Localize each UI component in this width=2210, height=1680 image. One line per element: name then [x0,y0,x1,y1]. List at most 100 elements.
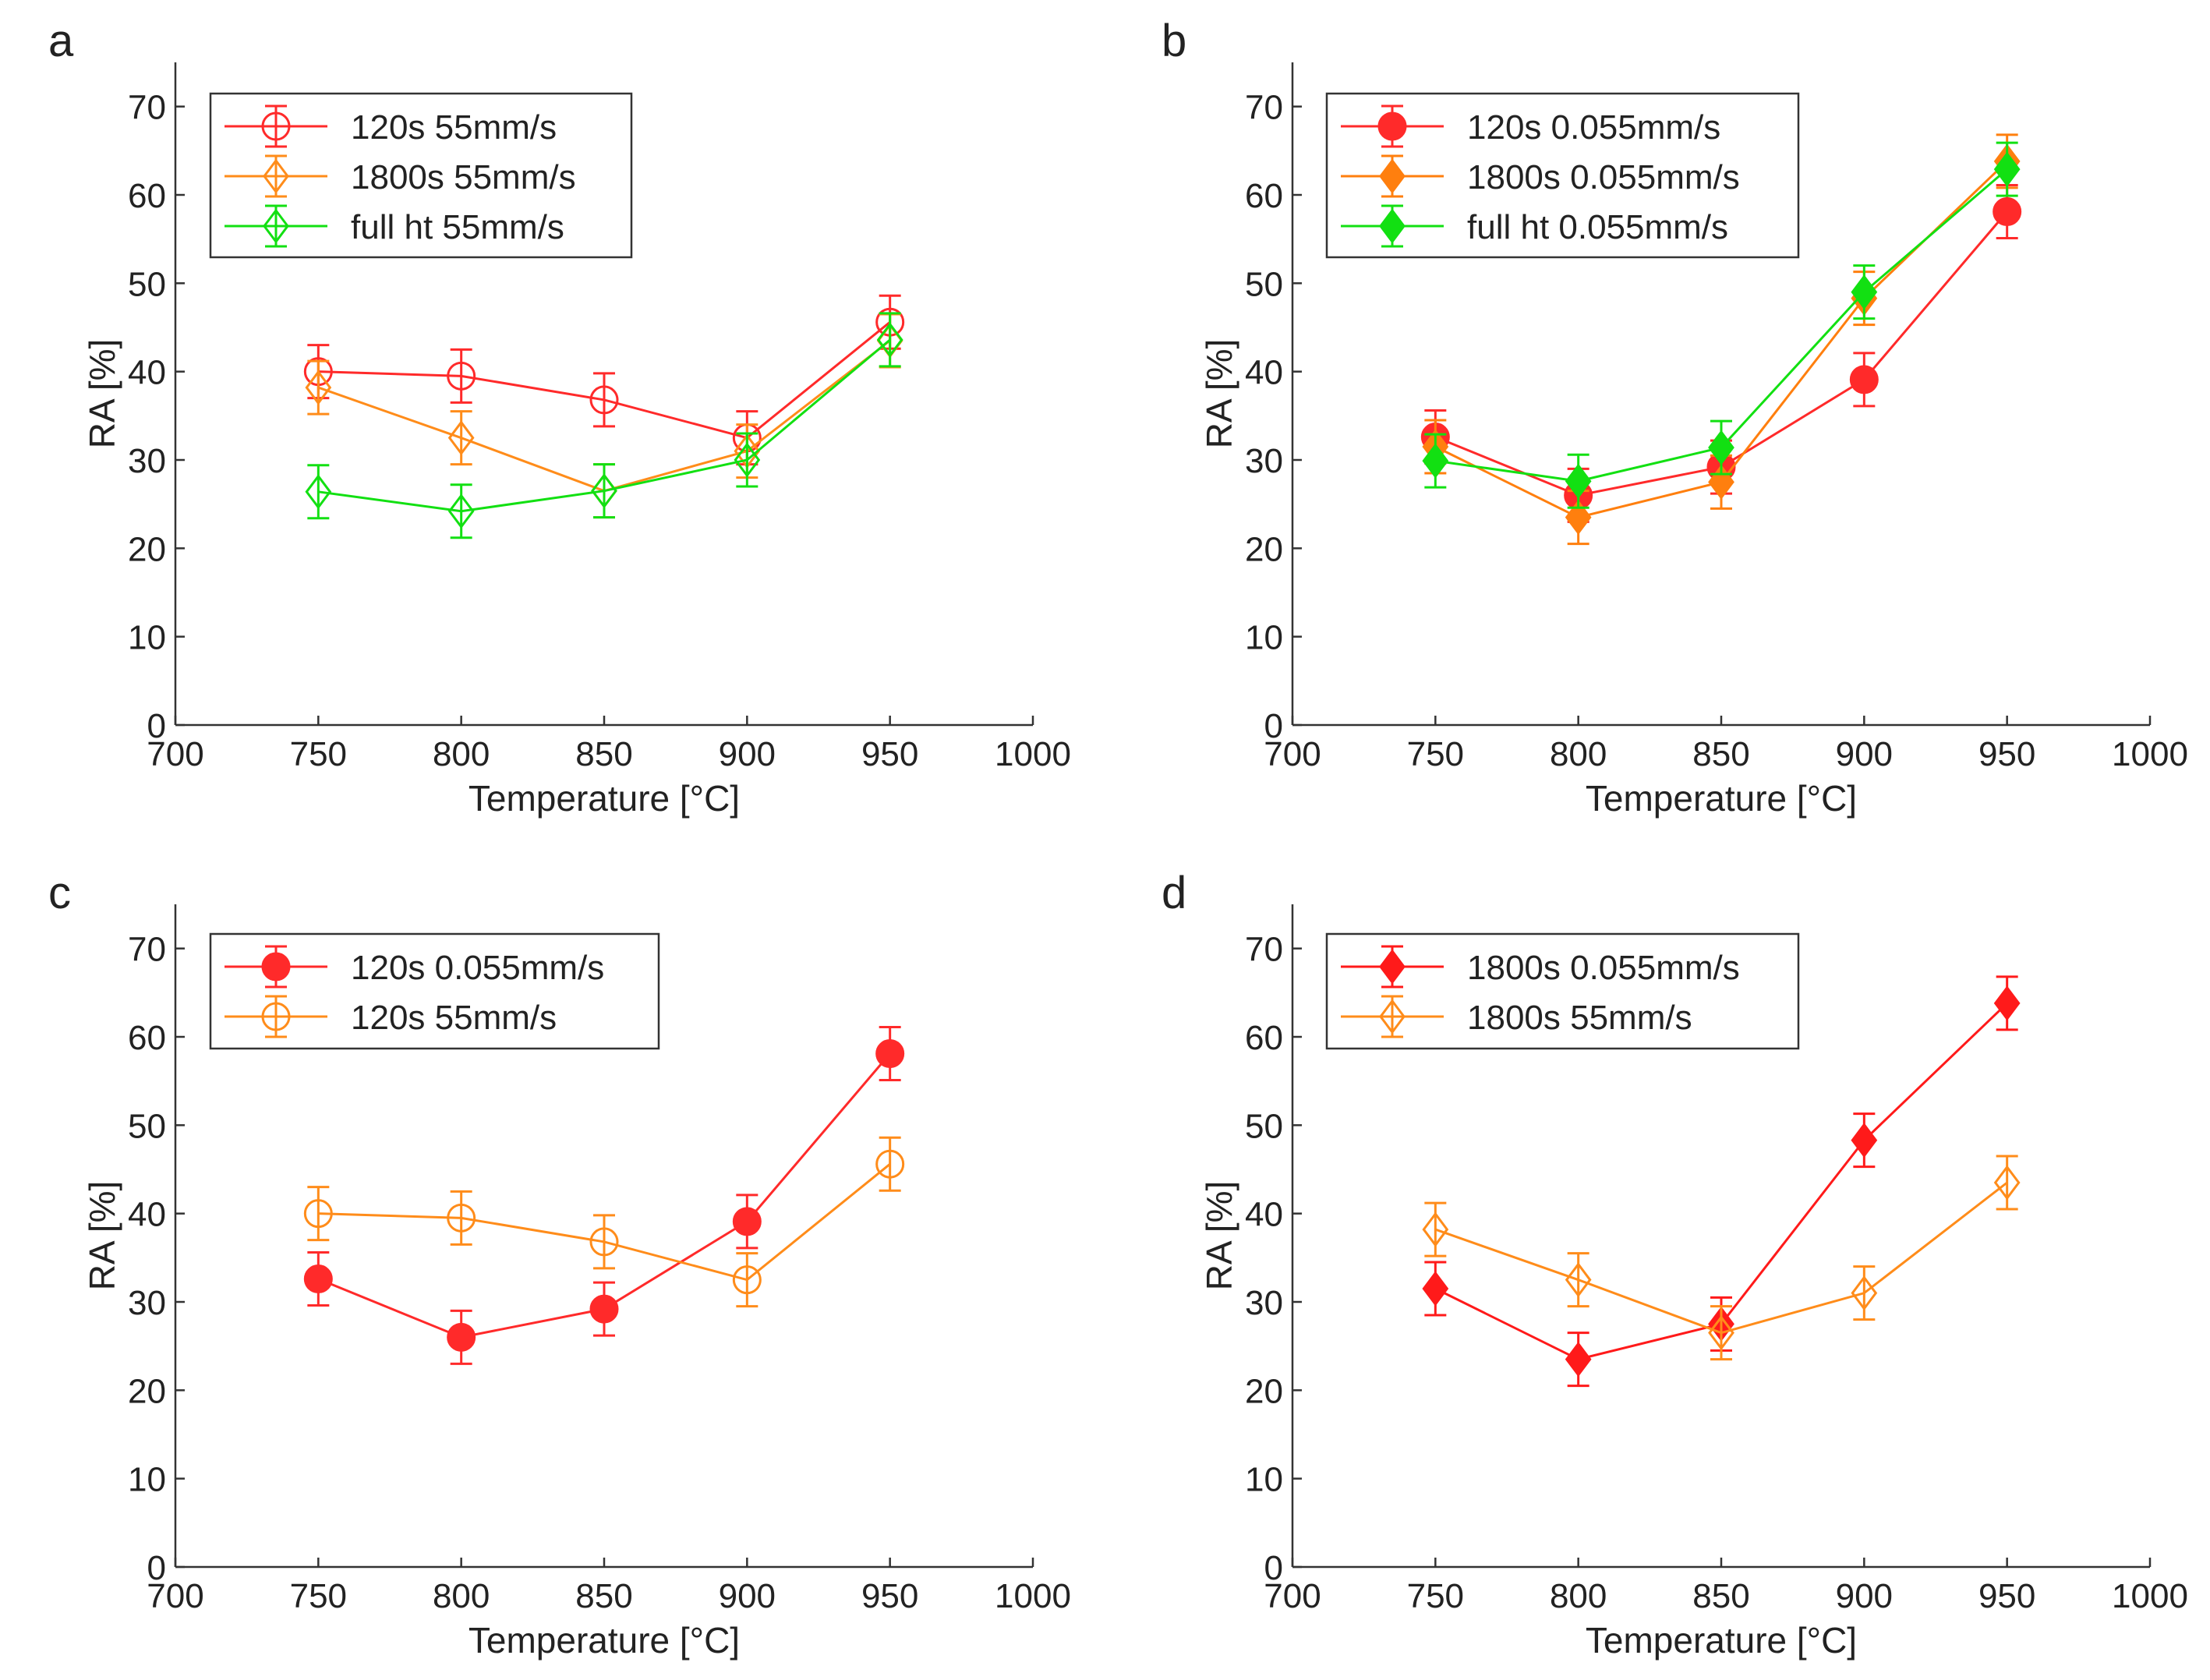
data-point [303,1199,333,1229]
x-tick-label: 1000 [995,1577,1071,1615]
legend-box [209,932,660,1050]
x-tick-label: 900 [1836,1577,1893,1615]
data-point [589,1294,619,1324]
legend-label: 1800s 55mm/s [1467,999,1692,1037]
y-tick-label: 70 [1245,931,1283,969]
y-tick-label: 60 [128,1019,166,1057]
data-point [447,361,476,391]
y-tick-label: 50 [1245,265,1283,303]
data-point [732,1265,762,1295]
x-tick-label: 750 [290,735,347,773]
data-point [1993,1165,2021,1201]
panel-letter: a [48,16,74,66]
legend: 1800s 0.055mm/s 1800s 55mm/s [1325,932,1800,1050]
data-point [447,493,475,529]
legend-marker [263,208,289,244]
y-tick-label: 20 [1245,1372,1283,1410]
y-tick-label: 40 [128,1196,166,1234]
x-axis-title: Temperature [°C] [1586,1620,1857,1661]
data-point [589,1227,619,1257]
x-tick-label: 700 [1264,735,1321,773]
y-tick-label: 50 [128,1107,166,1145]
y-tick-label: 30 [1245,442,1283,480]
x-tick-label: 750 [290,1577,347,1615]
y-tick-label: 50 [128,265,166,303]
legend-marker [261,111,291,141]
y-tick-label: 0 [1264,1549,1283,1587]
legend-label: full ht 0.055mm/s [1467,208,1728,246]
panel-letter: d [1162,868,1186,918]
x-tick-label: 700 [147,1577,203,1615]
x-tick-label: 900 [719,1577,776,1615]
y-tick-label: 40 [128,354,166,392]
series-2 [303,1136,905,1308]
legend-marker [1379,949,1406,985]
data-point [305,370,332,405]
data-point [1422,1211,1449,1247]
data-point [1565,463,1592,499]
data-point [591,473,617,509]
legend-label: 1800s 0.055mm/s [1467,949,1740,987]
data-point [1851,1275,1878,1311]
legend-label: 120s 55mm/s [351,999,557,1037]
x-tick-label: 1000 [995,735,1071,773]
series-3 [305,312,903,539]
panel-letter: b [1162,16,1186,66]
data-point [305,474,332,510]
y-tick-label: 60 [1245,1019,1283,1057]
y-tick-label: 30 [1245,1284,1283,1322]
x-tick-label: 850 [575,735,632,773]
data-point [1993,151,2021,187]
y-tick-label: 20 [1245,530,1283,568]
data-point [875,1039,905,1069]
x-tick-label: 700 [1264,1577,1321,1615]
data-point [447,1203,476,1233]
y-axis-title: RA [%] [1199,1181,1239,1291]
x-tick-label: 850 [1692,1577,1749,1615]
y-tick-label: 10 [128,619,166,657]
y-tick-label: 40 [1245,354,1283,392]
y-axis-title: RA [%] [1199,339,1239,449]
x-tick-label: 1000 [2112,735,2188,773]
data-point [447,420,475,456]
legend-marker [1379,999,1406,1035]
legend-marker [1379,158,1406,194]
data-point [1565,500,1592,536]
legend-marker [1379,208,1406,244]
data-point [1993,985,2021,1021]
panel-letter: c [48,868,71,918]
data-point [1565,1342,1592,1378]
y-tick-label: 20 [128,530,166,568]
x-tick-label: 950 [861,735,918,773]
legend-marker [263,158,289,194]
x-tick-label: 900 [1836,735,1893,773]
legend: 120s 0.055mm/s 1800s 0.055mm/s full ht 0.0… [1325,92,1800,259]
y-tick-label: 30 [128,1284,166,1322]
x-tick-label: 850 [575,1577,632,1615]
legend-label: 120s 55mm/s [351,108,557,147]
data-point [876,322,903,358]
data-point [1422,1271,1449,1307]
y-tick-label: 70 [128,89,166,127]
x-tick-label: 1000 [2112,1577,2188,1615]
data-point [447,1322,476,1352]
data-point [1851,1123,1878,1158]
data-point [1993,197,2022,227]
panel-b: b 700 750 800 850 900 950 1000 0 10 20 30 40 50 60 70 Te… [1162,16,2188,819]
data-point [1851,274,1878,310]
y-tick-label: 0 [147,1549,166,1587]
legend-box [1325,932,1800,1050]
data-point [875,1149,905,1179]
legend-label: 1800s 55mm/s [351,158,576,196]
y-axis-title: RA [%] [82,339,122,449]
series-2 [1422,1155,2021,1361]
y-axis-title: RA [%] [82,1181,122,1291]
x-axis-title: Temperature [°C] [469,778,740,819]
data-point [734,442,761,478]
y-tick-label: 10 [1245,619,1283,657]
y-tick-label: 0 [147,707,166,745]
x-tick-label: 800 [433,1577,490,1615]
x-tick-label: 700 [147,735,203,773]
y-tick-label: 60 [128,177,166,215]
